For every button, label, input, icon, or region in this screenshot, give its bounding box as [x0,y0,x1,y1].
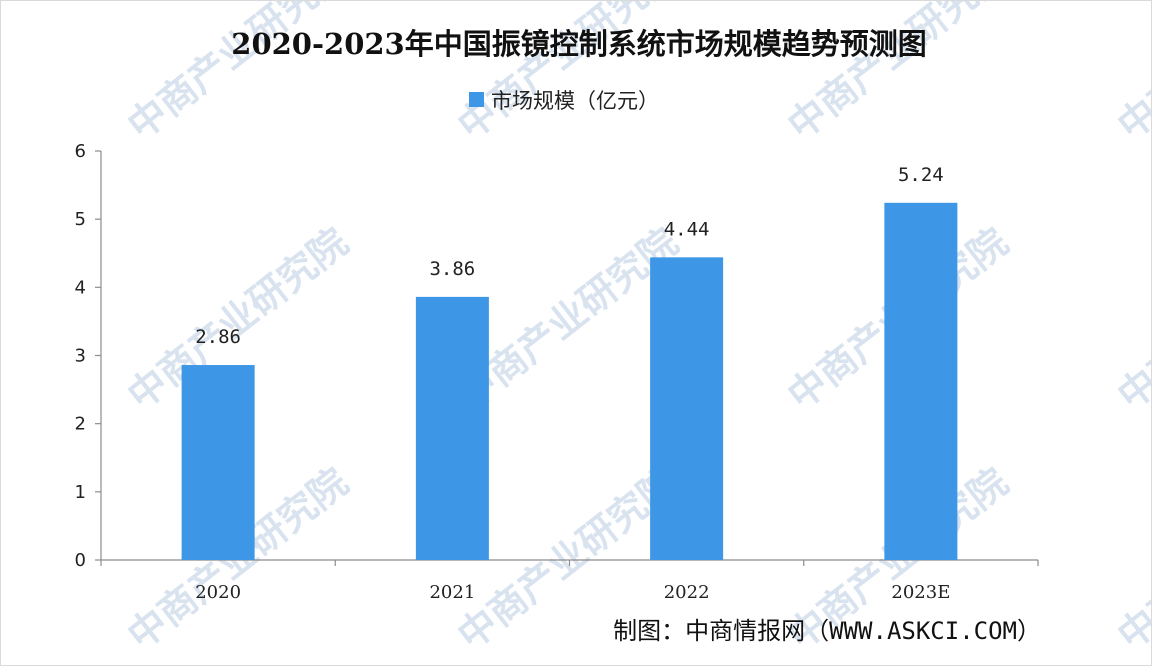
x-tick-label: 2020 [195,582,241,603]
data-label: 3.86 [429,258,475,280]
legend-swatch [469,92,484,107]
bar [650,257,724,560]
chart-title: 2020-2023年中国振镜控制系统市场规模趋势预测图 [231,27,926,61]
watermark-text: 中商产业研究院 [119,1,356,148]
y-tick-label: 1 [75,482,86,503]
bar [181,365,255,560]
legend-label: 市场规模（亿元） [491,89,659,113]
data-label: 2.86 [195,326,241,348]
y-tick-label: 0 [75,550,86,571]
watermark-text: 中商产业研究院 [1109,220,1151,418]
y-tick-label: 2 [75,414,86,435]
watermark-text: 中商产业研究院 [779,1,1016,148]
data-label: 5.24 [898,164,944,186]
source-credit: 制图：中商情报网（WWW.ASKCI.COM） [613,617,1041,645]
watermark-text: 中商产业研究院 [1109,460,1151,658]
bar-series [181,202,958,560]
x-tick-label: 2021 [429,582,475,603]
data-label: 4.44 [664,218,710,240]
bar [415,296,489,560]
x-tick-label: 2023E [891,582,950,603]
y-tick-label: 5 [75,209,86,230]
y-tick-label: 3 [75,346,86,367]
y-tick-label: 4 [75,277,86,298]
y-tick-label: 6 [75,141,86,162]
data-labels: 2.86 3.86 4.44 5.24 [195,164,944,348]
y-axis: 0 1 2 3 4 5 6 [75,141,102,571]
x-tick-label: 2022 [664,582,710,603]
watermark-text: 中商产业研究院 [449,1,686,148]
watermark-text: 中商产业研究院 [1109,1,1151,148]
legend: 市场规模（亿元） [469,89,659,113]
bar [884,202,958,560]
x-axis: 2020 2021 2022 2023E [100,559,1039,603]
